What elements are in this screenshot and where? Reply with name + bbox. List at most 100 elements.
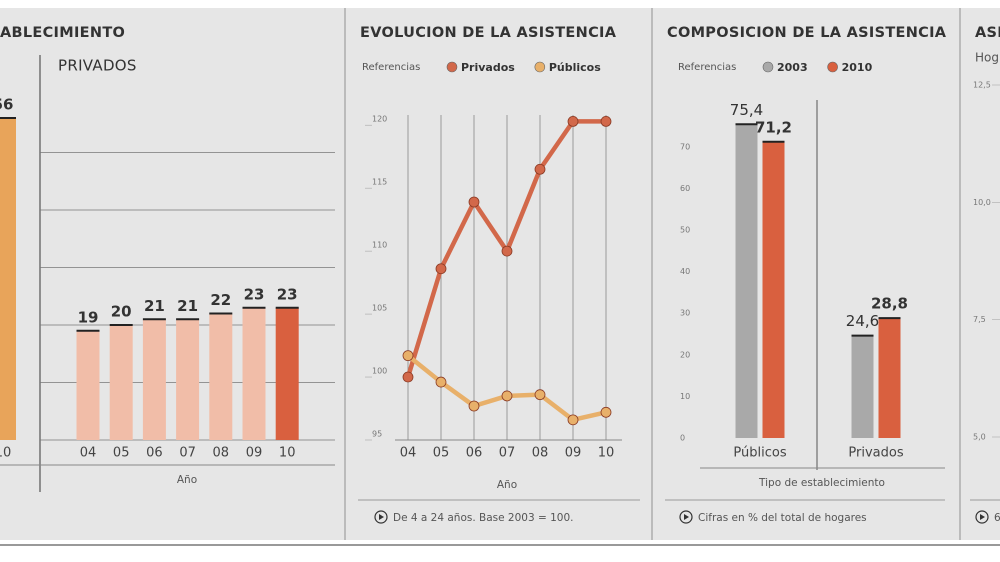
- chart-title: PRIVADOS: [58, 57, 137, 75]
- x-tick-label: 07: [179, 446, 196, 461]
- bar: [735, 124, 758, 438]
- x-axis-label: Año: [177, 474, 197, 486]
- value-label: 28,8: [871, 295, 908, 313]
- x-tick-label: Públicos: [733, 446, 786, 461]
- x-tick-label: 06: [466, 446, 483, 461]
- chart-title: ABLECIMIENTO: [0, 25, 125, 41]
- y-tick-label: 110: [372, 241, 387, 250]
- x-tick-label: 06: [146, 446, 163, 461]
- bar: [851, 335, 874, 438]
- x-tick-label: 10: [598, 446, 615, 461]
- y-tick-label: 105: [372, 304, 387, 313]
- y-tick-label: 30: [680, 309, 690, 318]
- legend-title: Referencias: [362, 62, 420, 73]
- y-tick-label: 7,5: [973, 315, 986, 324]
- point: [435, 376, 447, 388]
- point: [600, 116, 612, 127]
- x-tick-label: 04: [400, 446, 417, 461]
- legend-marker: [534, 61, 546, 73]
- y-tick-label: 10: [680, 392, 690, 401]
- x-tick-label: 07: [499, 446, 516, 461]
- x-tick-label: 08: [213, 446, 230, 461]
- point: [435, 263, 447, 275]
- value-label: 21: [177, 297, 198, 315]
- point: [468, 400, 480, 412]
- chart-title: EVOLUCION DE LA ASISTENCIA: [360, 25, 617, 41]
- legend-title: Referencias: [678, 62, 736, 73]
- note: Cifras en % del total de hogares: [698, 512, 867, 524]
- value-label: 71,2: [755, 118, 792, 136]
- note-icon: [975, 510, 989, 524]
- x-tick-label: Privados: [848, 446, 903, 461]
- x-tick-label: 05: [433, 446, 450, 461]
- legend-label: Públicos: [549, 61, 601, 74]
- y-tick-label: 120: [372, 115, 387, 124]
- y-tick-label: 0: [680, 434, 685, 443]
- legend-label: Privados: [461, 61, 515, 74]
- x-tick-label: 08: [532, 446, 549, 461]
- value-label: 56: [0, 96, 13, 114]
- chart-title: COMPOSICION DE LA ASISTENCIA: [667, 25, 947, 41]
- x-tick-label: 10: [0, 446, 11, 461]
- y-tick-label: 50: [680, 225, 690, 234]
- bar: [142, 319, 166, 440]
- point: [534, 389, 546, 401]
- y-tick-label: 20: [680, 350, 690, 359]
- point: [468, 196, 480, 208]
- point: [534, 163, 546, 175]
- point: [402, 371, 414, 383]
- legend-label: 2010: [842, 61, 873, 74]
- x-tick-label: 09: [565, 446, 582, 461]
- point: [501, 245, 513, 257]
- y-tick-label: 115: [372, 178, 387, 187]
- bar: [209, 313, 233, 440]
- point: [501, 390, 513, 402]
- value-label: 24,6: [846, 312, 879, 330]
- y-tick-label: 40: [680, 267, 690, 276]
- point: [567, 116, 579, 127]
- value-label: 21: [144, 297, 165, 315]
- x-tick-label: 04: [80, 446, 97, 461]
- point: [402, 350, 414, 362]
- bar: [109, 325, 133, 440]
- note-icon: [374, 510, 388, 524]
- bar: [762, 141, 785, 439]
- value-label: 19: [78, 308, 99, 326]
- legend-label: 2003: [777, 61, 808, 74]
- note-icon: [679, 510, 693, 524]
- note: 6: [994, 512, 1000, 524]
- y-tick-label: 100: [372, 367, 387, 376]
- legend-marker: [446, 61, 458, 73]
- chart-subtitle: Hog: [975, 51, 999, 65]
- point: [567, 414, 579, 426]
- value-label: 23: [244, 285, 265, 303]
- y-tick-label: 95: [372, 430, 382, 439]
- chart-title: ASI: [975, 25, 1000, 41]
- bar: [878, 318, 901, 438]
- x-axis-label: Tipo de establecimiento: [758, 477, 885, 489]
- bar: [242, 307, 266, 440]
- x-tick-label: 05: [113, 446, 130, 461]
- bar: [275, 307, 299, 440]
- legend-marker: [762, 61, 774, 73]
- value-label: 23: [277, 285, 298, 303]
- note-icon-arrow: [980, 514, 985, 520]
- y-tick-label: 10,0: [973, 198, 991, 207]
- value-label: 20: [111, 303, 132, 321]
- note-icon-arrow: [684, 514, 689, 520]
- legend-marker: [827, 61, 838, 73]
- point: [600, 406, 612, 418]
- y-tick-label: 12,5: [973, 81, 991, 90]
- y-tick-label: 70: [680, 142, 690, 151]
- value-label: 75,4: [730, 101, 763, 119]
- y-tick-label: 60: [680, 184, 690, 193]
- bar: [176, 319, 200, 440]
- bar: [76, 330, 100, 440]
- background: [0, 8, 1000, 540]
- x-axis-label: Año: [497, 479, 517, 491]
- x-tick-label: 10: [279, 446, 296, 461]
- note-icon-arrow: [379, 514, 384, 520]
- y-tick-label: 5,0: [973, 433, 986, 442]
- bar: [0, 118, 16, 440]
